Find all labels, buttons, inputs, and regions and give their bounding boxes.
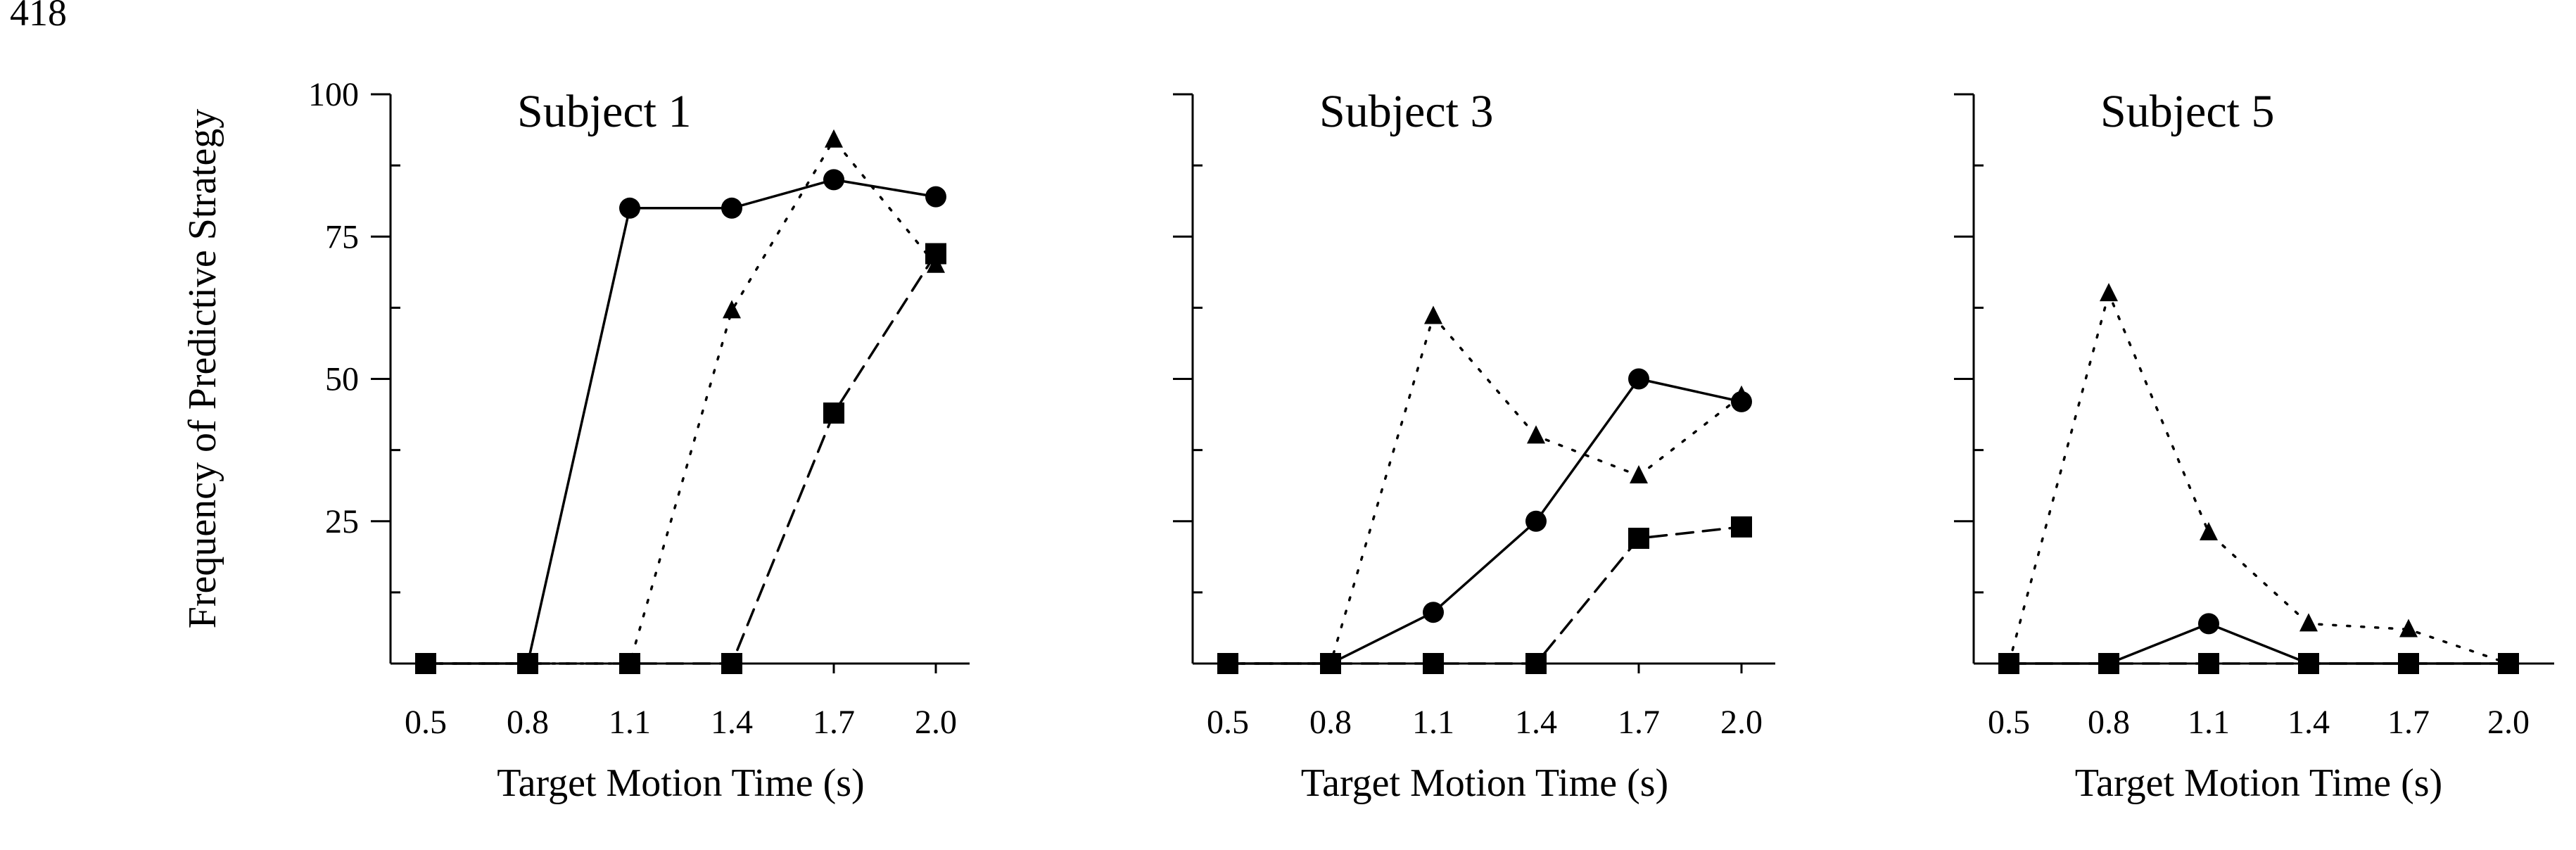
series-line-triangle — [2007, 289, 2510, 665]
data-point-circle — [619, 197, 640, 219]
x-tick-label: 2.0 — [2487, 704, 2530, 741]
data-point-triangle — [2299, 613, 2318, 632]
x-tick-label: 2.0 — [1720, 704, 1763, 741]
data-point-triangle — [1527, 425, 1545, 444]
series-line-circle — [1226, 377, 1743, 665]
chart-subject-3: 0.5 0.8 1.1 1.4 1.7 2.0 Target Motion Time (s)… — [1173, 86, 1775, 805]
x-tick-label: 0.5 — [1207, 704, 1249, 741]
data-point-square — [2198, 653, 2219, 674]
data-point-circle — [1320, 653, 1341, 674]
data-point-circle — [2098, 653, 2119, 674]
x-tick-label: 1.4 — [711, 704, 753, 741]
x-tick-label: 0.8 — [507, 704, 549, 741]
data-point-circle — [1525, 510, 1547, 532]
panel-title: Subject 3 — [1319, 86, 1493, 137]
series-line-triangle — [424, 137, 937, 665]
chart-subject-5: 0.5 0.8 1.1 1.4 1.7 2.0 Target Motion Time (s)… — [1954, 86, 2554, 805]
x-tick-label: 2.0 — [915, 704, 957, 741]
data-point-square — [1731, 516, 1752, 538]
x-tick-label: 1.4 — [2288, 704, 2330, 741]
data-point-square — [823, 402, 844, 424]
data-point-square — [1628, 528, 1649, 550]
x-tick-label: 0.5 — [405, 704, 447, 741]
y-tick-label: 100 — [308, 76, 359, 113]
x-tick-label: 1.7 — [813, 704, 855, 741]
data-point-triangle — [723, 300, 741, 319]
data-point-circle — [2298, 653, 2319, 674]
panel-title: Subject 5 — [2100, 86, 2274, 137]
data-point-circle — [1731, 391, 1752, 412]
data-point-triangle — [621, 653, 639, 671]
y-axis-label: Frequency of Predictive Strategy — [181, 109, 224, 629]
x-tick-label: 0.5 — [1988, 704, 2030, 741]
data-point-circle — [1217, 653, 1238, 674]
series-line-square — [424, 252, 937, 665]
y-tick-label: 75 — [325, 218, 359, 255]
x-tick-label: 1.1 — [1412, 704, 1454, 741]
data-point-circle — [517, 653, 538, 674]
data-point-square — [1423, 653, 1444, 674]
data-point-circle — [1998, 653, 2019, 674]
data-point-circle — [1628, 368, 1649, 390]
data-point-square — [1525, 653, 1547, 674]
data-point-circle — [1423, 602, 1444, 623]
series-line-square — [1226, 526, 1743, 665]
data-point-triangle — [1424, 305, 1442, 324]
data-point-circle — [823, 169, 844, 191]
panel-title: Subject 1 — [517, 86, 691, 137]
data-point-triangle — [2399, 619, 2418, 638]
data-point-circle — [2198, 613, 2219, 635]
data-point-triangle — [927, 254, 945, 273]
x-axis-label: Target Motion Time (s) — [2075, 761, 2442, 805]
page-number: 418 — [10, 0, 67, 34]
x-tick-label: 1.1 — [609, 704, 651, 741]
data-point-circle — [2398, 653, 2419, 674]
x-tick-label: 1.1 — [2188, 704, 2230, 741]
chart-subject-1: Frequency of Predictive Strategy 25 50 75 1… — [181, 76, 970, 805]
series-line-circle — [2007, 622, 2510, 665]
x-axis-label: Target Motion Time (s) — [497, 761, 864, 805]
y-tick-label: 50 — [325, 361, 359, 398]
series-line-circle — [424, 178, 937, 665]
x-tick-label: 1.4 — [1515, 704, 1557, 741]
data-point-triangle — [2200, 521, 2218, 540]
data-point-square — [721, 653, 742, 674]
x-tick-label: 1.7 — [1618, 704, 1660, 741]
x-tick-label: 0.8 — [2088, 704, 2130, 741]
data-point-triangle — [825, 129, 843, 148]
x-tick-label: 0.8 — [1309, 704, 1352, 741]
x-axis-label: Target Motion Time (s) — [1301, 761, 1668, 805]
series-line-triangle — [1226, 313, 1743, 665]
data-point-triangle — [1630, 465, 1648, 484]
data-point-triangle — [2100, 283, 2118, 302]
x-tick-label: 1.7 — [2387, 704, 2430, 741]
data-point-circle — [925, 186, 946, 208]
data-point-circle — [2498, 653, 2519, 674]
data-point-circle — [415, 653, 436, 674]
y-tick-label: 25 — [325, 503, 359, 540]
data-point-circle — [721, 197, 742, 219]
